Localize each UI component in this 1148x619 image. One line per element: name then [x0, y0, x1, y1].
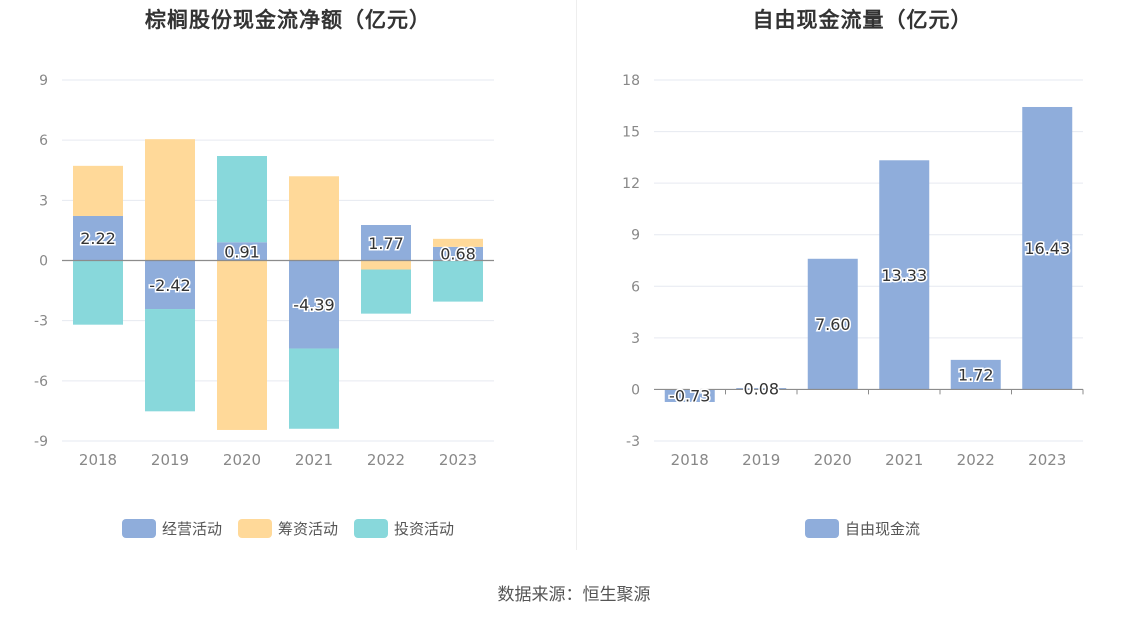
legend-item[interactable]: 投资活动 — [354, 518, 454, 539]
data-label: 2.22 — [80, 229, 116, 248]
bar — [145, 139, 195, 261]
data-label: 1.72 — [958, 366, 994, 385]
x-tick-label: 2019 — [742, 451, 780, 469]
legend-label: 自由现金流 — [844, 520, 920, 538]
x-tick-label: 2021 — [885, 451, 923, 469]
data-label: 1.77 — [368, 234, 404, 253]
bar — [145, 309, 195, 412]
bars — [664, 106, 1073, 402]
legend-item[interactable]: 筹资活动 — [237, 518, 338, 539]
y-tick-label: 3 — [39, 193, 48, 209]
bar — [361, 269, 411, 314]
data-label: 7.60 — [815, 315, 851, 334]
bar — [950, 359, 1001, 390]
chart-title: 棕榈股份现金流净额（亿元） — [145, 8, 431, 32]
bar — [1022, 106, 1073, 390]
legend-swatch — [804, 519, 839, 538]
bar — [361, 260, 411, 270]
bar — [73, 260, 123, 325]
bar — [289, 348, 339, 429]
bar — [664, 389, 715, 402]
bar — [433, 260, 483, 302]
bar — [433, 246, 483, 261]
legend-item[interactable]: 经营活动 — [121, 518, 222, 539]
bar — [73, 165, 123, 216]
chart-legend: 自由现金流 — [577, 518, 1148, 539]
bar — [217, 260, 267, 430]
legend-label: 经营活动 — [161, 520, 222, 538]
y-tick-label: -3 — [34, 314, 48, 330]
x-tick-label: 2023 — [1028, 451, 1066, 469]
y-tick-label: 3 — [631, 331, 640, 347]
bar — [361, 225, 411, 261]
x-tick-label: 2020 — [223, 451, 261, 469]
x-tick-label: 2022 — [367, 451, 405, 469]
y-tick-label: -3 — [626, 434, 640, 450]
legend-swatch — [354, 519, 388, 538]
data-label: 0.68 — [440, 245, 476, 264]
bar — [433, 238, 483, 247]
y-tick-label: 18 — [622, 73, 640, 89]
data-label: 13.33 — [881, 266, 927, 285]
y-tick-label: 6 — [631, 279, 640, 295]
legend-label: 投资活动 — [394, 520, 455, 538]
x-tick-label: 2018 — [671, 451, 709, 469]
bar — [217, 242, 267, 261]
y-tick-label: 0 — [631, 382, 640, 398]
y-tick-label: -9 — [34, 434, 48, 450]
net-cashflow-chart-panel: 棕榈股份现金流净额（亿元） 9 6 3 0 -3 -6 -9 2018 2019 2020 2021… — [0, 0, 576, 550]
y-tick-label: 12 — [622, 176, 640, 192]
free-cashflow-chart-panel: 自由现金流量（亿元） 18 15 12 9 6 3 0 -3 2018 2019 2020 2021 2… — [577, 0, 1148, 550]
bars — [73, 139, 483, 430]
x-tick-label: 2020 — [814, 451, 852, 469]
y-tick-label: 9 — [631, 228, 640, 244]
net-cashflow-chart: 9 6 3 0 -3 -6 -9 2018 2019 2020 2021 2022 2023 2.22 -2… — [34, 73, 494, 469]
free-cashflow-chart: 18 15 12 9 6 3 0 -3 2018 2019 2020 2021 2022 2023 -0.7… — [622, 73, 1084, 469]
y-tick-label: -6 — [34, 374, 48, 390]
bar — [217, 156, 267, 243]
legend-swatch — [121, 519, 156, 538]
data-label: -4.39 — [293, 296, 334, 315]
data-label: 0.91 — [224, 242, 260, 261]
x-tick-label: 2019 — [151, 451, 189, 469]
x-tick-label: 2021 — [295, 451, 333, 469]
bar — [879, 160, 930, 390]
legend-label: 筹资活动 — [277, 520, 338, 538]
x-tick-label: 2022 — [957, 451, 995, 469]
chart-title: 自由现金流量（亿元） — [752, 8, 973, 32]
y-tick-label: 6 — [39, 133, 48, 149]
y-tick-label: 15 — [622, 125, 640, 141]
chart-legend: 经营活动 筹资活动 投资活动 — [0, 518, 576, 539]
x-tick-label: 2018 — [79, 451, 117, 469]
legend-swatch — [237, 519, 272, 538]
data-label: -0.73 — [669, 387, 710, 406]
bar — [289, 176, 339, 261]
data-label: 0.08 — [743, 380, 779, 399]
data-source-note: 数据来源：恒生聚源 — [497, 585, 651, 605]
panel-divider — [576, 0, 577, 550]
data-label: 16.43 — [1024, 239, 1070, 258]
legend-item[interactable]: 自由现金流 — [804, 518, 920, 539]
bar — [73, 215, 123, 261]
y-tick-label: 0 — [39, 254, 48, 270]
bar — [736, 388, 787, 390]
y-tick-label: 9 — [39, 73, 48, 89]
x-tick-label: 2023 — [439, 451, 477, 469]
bar — [289, 260, 339, 349]
data-label: -2.42 — [149, 276, 190, 295]
bar — [807, 258, 858, 390]
bar — [145, 260, 195, 310]
